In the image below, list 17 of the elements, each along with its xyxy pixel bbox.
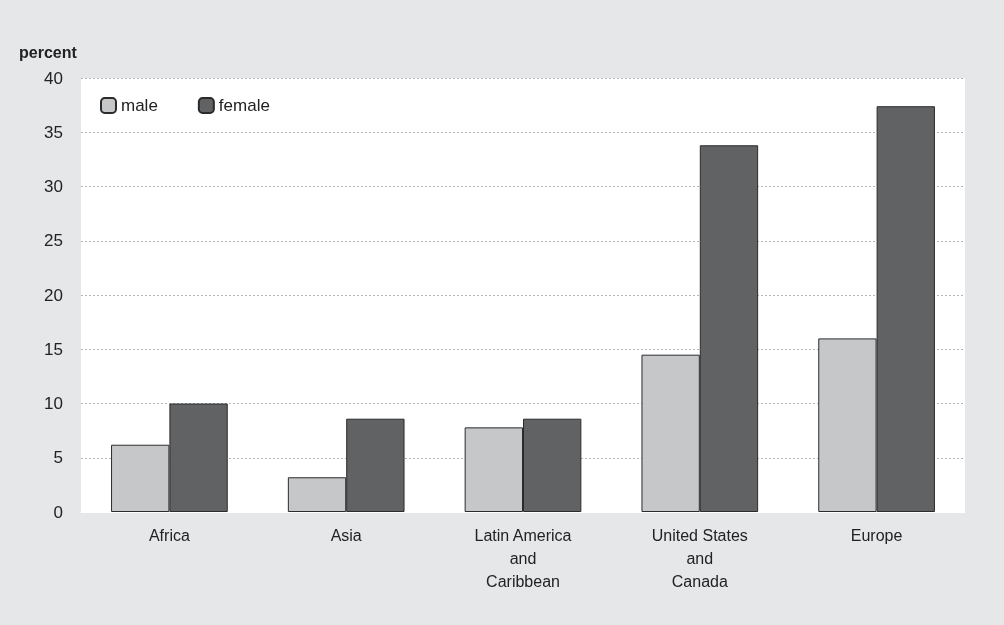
y-tick-label: 10 xyxy=(44,394,63,413)
legend-label: female xyxy=(218,96,270,115)
y-tick-label: 5 xyxy=(53,448,63,468)
x-tick-label: Europe xyxy=(850,527,903,544)
y-tick-label: 40 xyxy=(44,68,63,88)
y-axis-title: percent xyxy=(19,43,78,61)
x-tick-label: United States and Canada xyxy=(651,527,748,590)
y-tick-label: 15 xyxy=(44,339,63,359)
legend-label: male xyxy=(121,96,158,115)
x-tick-label: Africa xyxy=(148,527,190,544)
y-tick-label: 35 xyxy=(44,122,63,142)
y-tick-label: 25 xyxy=(44,231,63,251)
y-tick-label: 20 xyxy=(44,285,63,305)
y-tick-label: 0 xyxy=(53,502,63,522)
x-tick-label: Asia xyxy=(330,527,362,544)
x-tick-label: Latin America and Caribbean xyxy=(474,527,572,590)
y-tick-label: 30 xyxy=(44,177,63,196)
